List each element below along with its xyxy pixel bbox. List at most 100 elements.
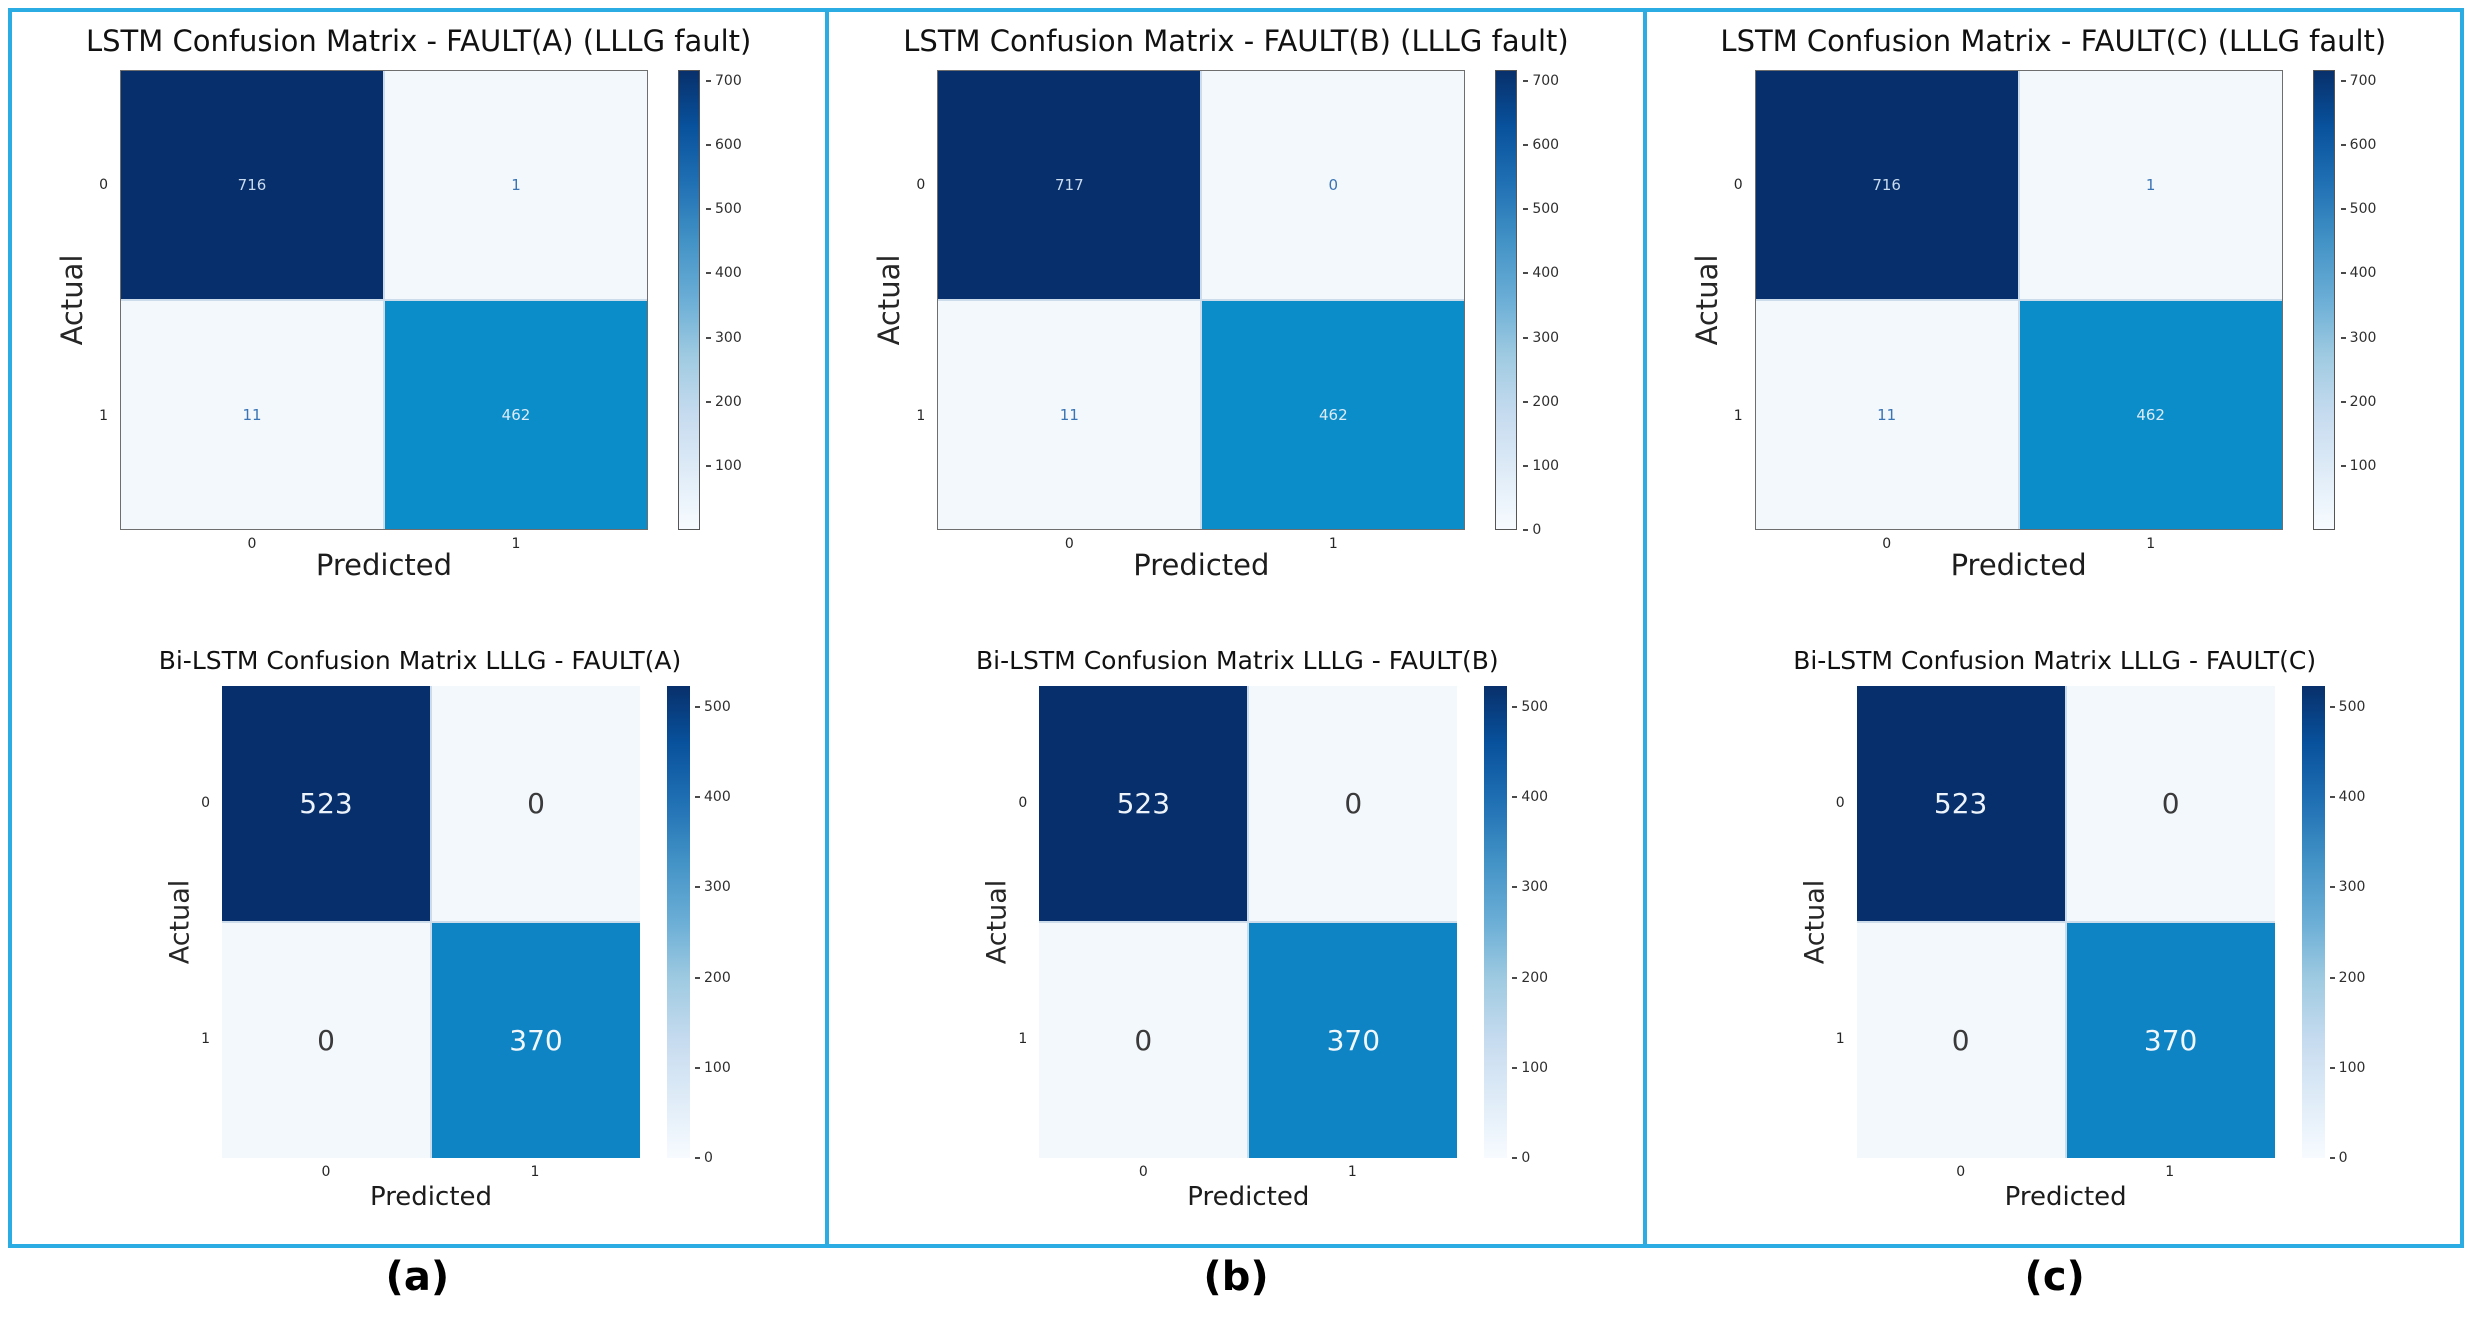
y-tick-label: 1 bbox=[99, 408, 108, 424]
x-tick-label: 0 bbox=[1956, 1164, 1966, 1180]
x-tick-label: 0 bbox=[1882, 536, 1892, 552]
y-tick-label: 0 bbox=[1018, 795, 1028, 811]
heatmap-cell: 370 bbox=[2066, 923, 2275, 1158]
heatmap: 523 0 0 370 bbox=[1039, 686, 1458, 1158]
y-tick-label: 1 bbox=[916, 408, 926, 424]
y-tick-label: 1 bbox=[1733, 408, 1743, 424]
heatmap-cell: 716 bbox=[121, 71, 383, 299]
heatmap: 523 0 0 370 bbox=[1856, 686, 2275, 1158]
y-axis-label: Actual bbox=[1689, 254, 1724, 346]
colorbar-tick-label: 500 bbox=[706, 201, 742, 217]
x-tick-label: 1 bbox=[530, 1164, 540, 1180]
colorbar-tick-label: 100 bbox=[2341, 458, 2377, 474]
panel-label: (b) bbox=[1203, 1254, 1269, 1300]
heatmap-cell: 11 bbox=[1755, 301, 2018, 529]
colorbar-tick-label: 300 bbox=[695, 879, 731, 895]
colorbar: 500 400 300 200 100 0 bbox=[1484, 686, 1594, 1166]
y-tick-label: 0 bbox=[916, 177, 926, 193]
colorbar-gradient bbox=[1495, 70, 1518, 530]
x-axis-label: Predicted bbox=[315, 548, 453, 582]
x-tick-label: 1 bbox=[1328, 536, 1338, 552]
colorbar-tick-label: 0 bbox=[2330, 1150, 2348, 1166]
x-axis-label: Predicted bbox=[1950, 548, 2087, 582]
colorbar-tick-label: 200 bbox=[695, 970, 731, 986]
y-tick-label: 0 bbox=[1733, 177, 1743, 193]
colorbar: 700 600 500 400 300 200 100 bbox=[678, 70, 788, 530]
heatmap-cell: 523 bbox=[1039, 686, 1248, 921]
heatmap-cell: 0 bbox=[2066, 686, 2275, 921]
panel-a: LSTM Confusion Matrix - FAULT(A) (LLLG f… bbox=[12, 12, 825, 1244]
chart-title: Bi-LSTM Confusion Matrix LLLG - FAULT(C) bbox=[1793, 646, 2317, 675]
chart-title: LSTM Confusion Matrix - FAULT(B) (LLLG f… bbox=[903, 24, 1569, 58]
heatmap: 523 0 0 370 bbox=[222, 686, 640, 1158]
heatmap-cell: 11 bbox=[938, 301, 1201, 529]
colorbar-tick-label: 100 bbox=[706, 458, 742, 474]
heatmap-cell: 370 bbox=[432, 923, 640, 1158]
colorbar-tick-label: 700 bbox=[2341, 73, 2377, 89]
x-tick-label: 0 bbox=[321, 1164, 331, 1180]
y-tick-label: 0 bbox=[201, 795, 210, 811]
colorbar-gradient bbox=[1484, 686, 1508, 1158]
x-tick-label: 1 bbox=[2146, 536, 2156, 552]
y-tick-label: 1 bbox=[201, 1031, 210, 1047]
x-tick-label: 1 bbox=[1347, 1164, 1357, 1180]
colorbar-tick-label: 300 bbox=[2341, 330, 2377, 346]
colorbar-tick-label: 300 bbox=[1523, 330, 1559, 346]
bilstm-confusion-matrix-b: Bi-LSTM Confusion Matrix LLLG - FAULT(B)… bbox=[829, 640, 1642, 1252]
chart-title: LSTM Confusion Matrix - FAULT(A) (LLLG f… bbox=[85, 24, 752, 58]
y-tick-label: 0 bbox=[99, 177, 108, 193]
heatmap: 716 1 11 462 bbox=[120, 70, 648, 530]
colorbar-tick-label: 100 bbox=[2330, 1060, 2366, 1076]
heatmap-cell: 462 bbox=[1202, 301, 1465, 529]
colorbar: 700 600 500 400 300 200 100 bbox=[2312, 70, 2423, 530]
colorbar-tick-label: 400 bbox=[1512, 789, 1548, 805]
bilstm-confusion-matrix-c: Bi-LSTM Confusion Matrix LLLG - FAULT(C)… bbox=[1647, 640, 2460, 1252]
lstm-confusion-matrix-b: LSTM Confusion Matrix - FAULT(B) (LLLG f… bbox=[829, 14, 1642, 626]
colorbar-tick-label: 300 bbox=[1512, 879, 1548, 895]
heatmap-cell: 0 bbox=[1856, 923, 2065, 1158]
colorbar-gradient bbox=[2301, 686, 2325, 1158]
colorbar-tick-label: 300 bbox=[2330, 879, 2366, 895]
colorbar-tick-label: 0 bbox=[695, 1150, 713, 1166]
colorbar-tick-label: 400 bbox=[2330, 789, 2366, 805]
x-axis-label: Predicted bbox=[2004, 1182, 2127, 1212]
colorbar-tick-label: 700 bbox=[1523, 73, 1559, 89]
heatmap-cell: 717 bbox=[938, 71, 1201, 299]
colorbar-tick-label: 100 bbox=[1523, 458, 1559, 474]
x-tick-label: 1 bbox=[2165, 1164, 2175, 1180]
x-tick-label: 0 bbox=[1138, 1164, 1148, 1180]
heatmap-cell: 0 bbox=[1039, 923, 1248, 1158]
panel-b: LSTM Confusion Matrix - FAULT(B) (LLLG f… bbox=[825, 12, 1642, 1244]
colorbar-tick-label: 200 bbox=[1512, 970, 1548, 986]
panel-label: (c) bbox=[2024, 1254, 2085, 1300]
colorbar-tick-label: 200 bbox=[2341, 394, 2377, 410]
colorbar-tick-label: 500 bbox=[1523, 201, 1559, 217]
colorbar-tick-label: 100 bbox=[1512, 1060, 1548, 1076]
panel-c: LSTM Confusion Matrix - FAULT(C) (LLLG f… bbox=[1642, 12, 2460, 1244]
colorbar-tick-label: 400 bbox=[1523, 265, 1559, 281]
chart-title: Bi-LSTM Confusion Matrix LLLG - FAULT(A) bbox=[158, 646, 682, 675]
heatmap-cell: 1 bbox=[2019, 71, 2282, 299]
lstm-confusion-matrix-c: LSTM Confusion Matrix - FAULT(C) (LLLG f… bbox=[1647, 14, 2460, 626]
y-tick-label: 1 bbox=[1835, 1031, 1845, 1047]
x-tick-label: 0 bbox=[1064, 536, 1074, 552]
colorbar: 500 400 300 200 100 0 bbox=[667, 686, 777, 1166]
x-tick-label: 0 bbox=[247, 536, 257, 552]
colorbar-tick-label: 200 bbox=[2330, 970, 2366, 986]
colorbar-tick-label: 600 bbox=[706, 137, 742, 153]
colorbar-tick-label: 500 bbox=[2330, 699, 2366, 715]
heatmap: 717 0 11 462 bbox=[937, 70, 1466, 530]
colorbar-tick-label: 500 bbox=[2341, 201, 2377, 217]
bilstm-confusion-matrix-a: Bi-LSTM Confusion Matrix LLLG - FAULT(A)… bbox=[12, 640, 825, 1252]
heatmap-cell: 0 bbox=[1202, 71, 1465, 299]
y-axis-label: Actual bbox=[981, 879, 1013, 965]
colorbar-tick-label: 700 bbox=[706, 73, 742, 89]
y-axis-label: Actual bbox=[164, 879, 196, 965]
heatmap-cell: 523 bbox=[222, 686, 430, 921]
heatmap-cell: 0 bbox=[432, 686, 640, 921]
colorbar-tick-label: 600 bbox=[2341, 137, 2377, 153]
colorbar-tick-label: 0 bbox=[1523, 522, 1541, 538]
colorbar: 700 600 500 400 300 200 100 0 bbox=[1495, 70, 1605, 538]
chart-title: Bi-LSTM Confusion Matrix LLLG - FAULT(B) bbox=[976, 646, 1499, 675]
chart-title: LSTM Confusion Matrix - FAULT(C) (LLLG f… bbox=[1720, 24, 2387, 58]
